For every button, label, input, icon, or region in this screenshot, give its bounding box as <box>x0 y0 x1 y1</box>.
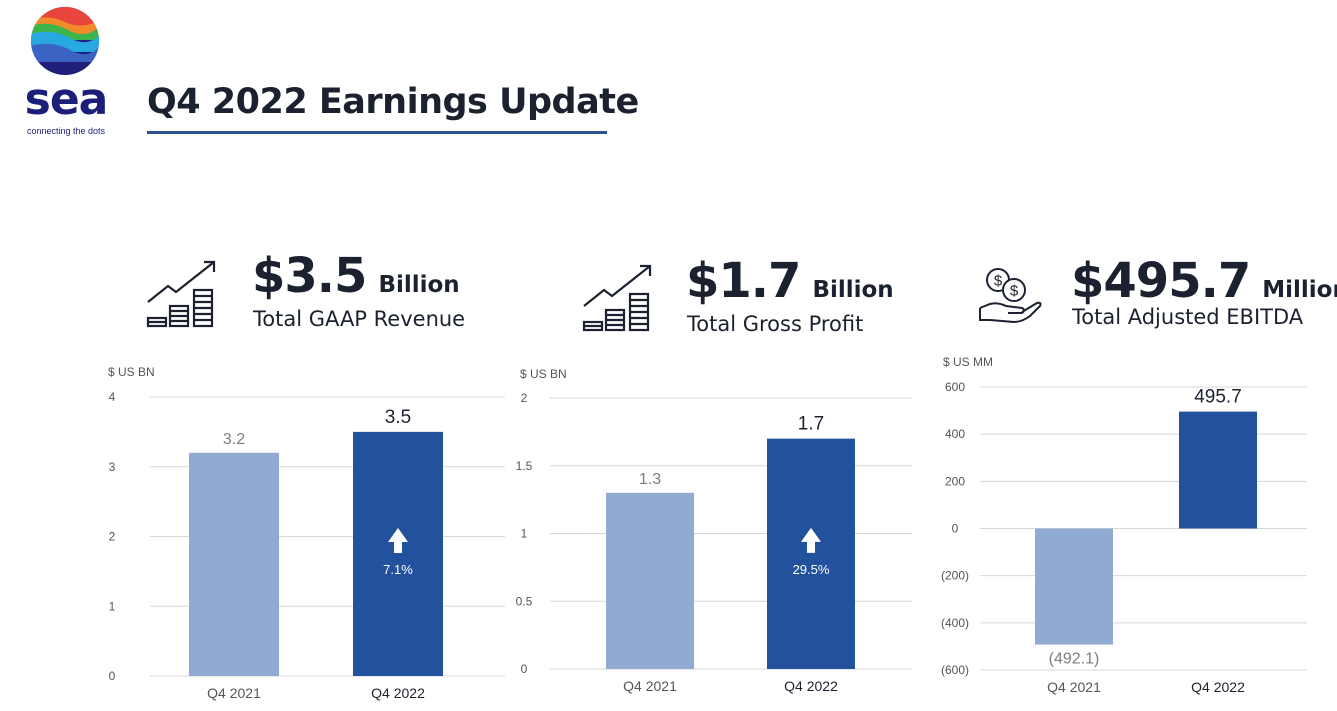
bar-q4-2022 <box>1179 411 1257 529</box>
data-label: 1.3 <box>639 471 661 488</box>
y-axis-label: $ US BN <box>108 365 155 379</box>
x-tick-label: Q4 2021 <box>623 678 677 694</box>
y-tick-label: 2 <box>521 391 528 405</box>
revenue-kpi-unit: Billion <box>378 272 460 298</box>
y-tick-label: 1 <box>109 599 116 613</box>
y-tick-label: 400 <box>945 427 965 441</box>
y-tick-label: 200 <box>945 474 965 488</box>
up-arrow-icon <box>388 527 408 553</box>
x-tick-label: Q4 2022 <box>784 678 838 694</box>
gross-profit-kpi-unit: Billion <box>812 277 894 303</box>
bar-q4-2021 <box>1035 528 1113 645</box>
ebitda-kpi-label: Total Adjusted EBITDA <box>1072 305 1304 329</box>
y-tick-label: (400) <box>941 616 969 630</box>
up-arrow-icon <box>801 527 821 553</box>
gross-profit-bar-chart: $ US BN 0 0.5 1 1.5 2 1.3 Q4 2021 1.7 Q4 2022 29.5… <box>516 367 912 694</box>
bar-q4-2022 <box>353 431 443 676</box>
ebitda-kpi-amount: $495.7 <box>1071 253 1251 309</box>
gross-profit-kpi-amount: $1.7 <box>686 253 801 309</box>
growth-chart-icon <box>146 260 216 328</box>
growth-chart-icon <box>582 264 652 332</box>
brand-tagline: connecting the dots <box>26 126 106 136</box>
y-tick-label: 0 <box>952 522 959 536</box>
y-tick-label: 1 <box>521 527 528 541</box>
y-tick-label: (200) <box>941 569 969 583</box>
bar-q4-2021 <box>606 492 694 669</box>
y-tick-label: 3 <box>109 460 116 474</box>
revenue-bar-chart: $ US BN 0 1 2 3 4 3.2 Q4 2021 3.5 Q4 2022 7.1% <box>108 365 505 701</box>
bar-q4-2022 <box>767 438 855 669</box>
data-label: 495.7 <box>1194 387 1242 408</box>
brand-name: sea <box>24 74 109 125</box>
data-label: 3.5 <box>385 407 411 428</box>
y-tick-label: 600 <box>945 380 965 394</box>
data-label: 1.7 <box>798 414 824 435</box>
x-tick-label: Q4 2022 <box>1191 679 1245 695</box>
hand-coins-icon: $ $ <box>979 268 1042 324</box>
ebitda-kpi-value: $495.7Million <box>1071 257 1337 305</box>
y-tick-label: 1.5 <box>516 459 533 473</box>
adjusted-ebitda-bar-chart: $ US MM (600) (400) (200) 0 200 400 600 (492.1) Q… <box>941 355 1307 695</box>
svg-text:$: $ <box>1010 283 1019 300</box>
y-tick-label: 0 <box>521 662 528 676</box>
sea-logo-icon <box>31 7 99 75</box>
y-tick-label: 4 <box>109 390 116 404</box>
y-tick-label: 0.5 <box>516 594 533 608</box>
y-tick-label: 2 <box>109 530 116 544</box>
revenue-kpi-value: $3.5 Billion <box>252 252 460 300</box>
growth-label: 7.1% <box>383 562 413 577</box>
x-tick-label: Q4 2021 <box>1047 679 1101 695</box>
revenue-kpi-label: Total GAAP Revenue <box>253 307 466 331</box>
data-label: (492.1) <box>1049 651 1100 668</box>
bar-q4-2021 <box>189 452 279 676</box>
svg-text:$: $ <box>994 273 1003 290</box>
page-title: Q4 2022 Earnings Update <box>147 82 639 122</box>
gross-profit-kpi-value: $1.7 Billion <box>686 257 894 305</box>
ebitda-kpi-unit: Million <box>1262 277 1337 303</box>
x-tick-label: Q4 2022 <box>371 685 425 701</box>
growth-label: 29.5% <box>793 562 830 577</box>
x-tick-label: Q4 2021 <box>207 685 261 701</box>
y-tick-label: (600) <box>941 663 969 677</box>
gross-profit-kpi-label: Total Gross Profit <box>687 312 864 336</box>
y-tick-label: 0 <box>109 669 116 683</box>
y-axis-label: $ US MM <box>943 355 993 369</box>
data-label: 3.2 <box>223 431 245 448</box>
title-underline <box>147 131 607 134</box>
y-axis-label: $ US BN <box>520 367 567 381</box>
revenue-kpi-amount: $3.5 <box>252 248 367 304</box>
